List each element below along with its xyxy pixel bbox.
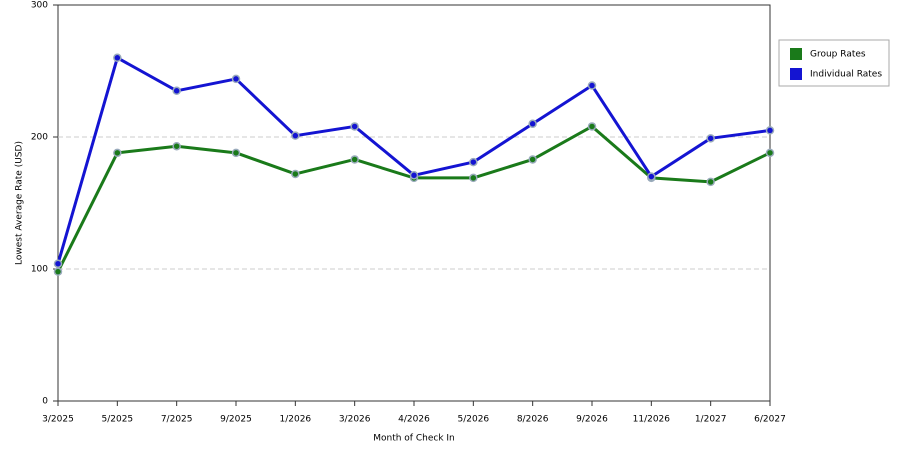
y-tick-label: 0 bbox=[42, 397, 48, 407]
data-point bbox=[113, 53, 122, 63]
data-point bbox=[291, 169, 300, 179]
x-tick-label: 3/2026 bbox=[339, 415, 371, 425]
data-point bbox=[291, 131, 300, 140]
x-tick-label: 4/2026 bbox=[398, 415, 430, 425]
data-point bbox=[53, 267, 63, 276]
x-axis-label: Month of Check In bbox=[373, 434, 455, 444]
x-tick-label: 1/2026 bbox=[279, 415, 311, 425]
x-tick-label: 6/2027 bbox=[754, 415, 786, 425]
data-point bbox=[587, 122, 597, 131]
data-point bbox=[647, 172, 656, 181]
x-tick-label: 11/2026 bbox=[633, 415, 671, 425]
data-point bbox=[53, 259, 63, 268]
data-point bbox=[528, 155, 537, 164]
y-tick-label: 300 bbox=[31, 1, 48, 11]
data-point bbox=[706, 177, 715, 187]
data-point bbox=[172, 141, 181, 151]
data-point bbox=[409, 171, 419, 180]
legend-swatch bbox=[790, 68, 802, 80]
data-point bbox=[765, 148, 775, 158]
x-tick-label: 1/2027 bbox=[695, 415, 727, 425]
data-point bbox=[765, 126, 775, 135]
legend-label: Group Rates bbox=[810, 50, 866, 60]
y-tick-label: 200 bbox=[31, 133, 48, 143]
data-point bbox=[231, 74, 241, 84]
x-tick-label: 7/2025 bbox=[161, 415, 193, 425]
data-point bbox=[113, 148, 122, 158]
plot-frame bbox=[57, 4, 771, 402]
x-tick-label: 3/2025 bbox=[42, 415, 74, 425]
x-tick-label: 9/2026 bbox=[576, 415, 608, 425]
y-tick-label: 100 bbox=[31, 265, 48, 275]
data-point bbox=[172, 86, 181, 96]
legend-swatch bbox=[790, 48, 802, 60]
y-axis-label: Lowest Average Rate (USD) bbox=[15, 141, 25, 265]
x-tick-label: 9/2025 bbox=[220, 415, 252, 425]
x-tick-label: 5/2026 bbox=[457, 415, 489, 425]
data-point bbox=[231, 148, 241, 158]
series-line bbox=[56, 124, 771, 273]
legend-label: Individual Rates bbox=[810, 70, 882, 80]
x-tick-label: 5/2025 bbox=[101, 415, 133, 425]
data-point bbox=[469, 173, 478, 183]
data-point bbox=[350, 155, 359, 164]
data-point bbox=[706, 134, 715, 143]
data-point bbox=[587, 81, 597, 90]
series-line bbox=[56, 56, 771, 265]
data-point bbox=[350, 122, 359, 131]
data-point bbox=[528, 119, 537, 129]
data-point bbox=[469, 157, 478, 167]
x-tick-label: 8/2026 bbox=[517, 415, 549, 425]
